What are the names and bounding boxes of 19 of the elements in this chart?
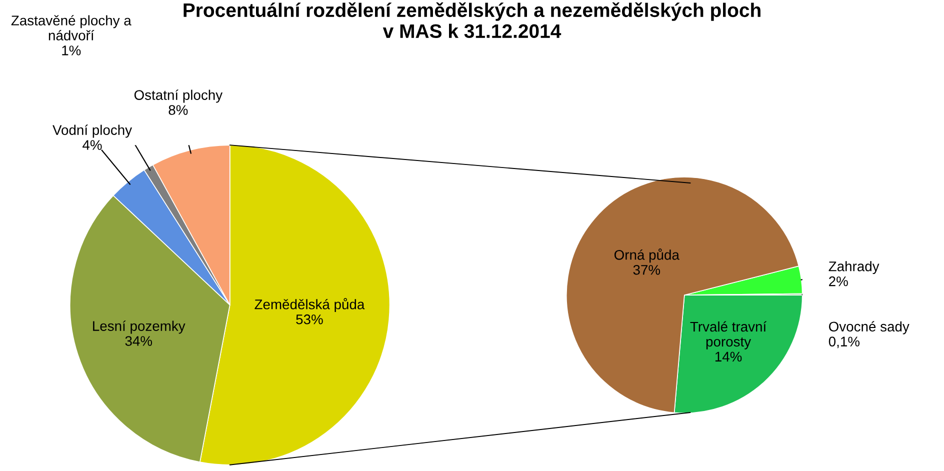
data-label: 2% (829, 276, 848, 286)
slice-label: Ostatní plochy (134, 90, 223, 103)
data-label: 8% (168, 105, 188, 115)
slice-label: Trvalé travní porosty (690, 321, 767, 350)
text: Procentuální rozdělení zemědělských a nezemědělských ploch v MAS k 31.12.2014 (184, 2, 760, 38)
slice-label: Vodní plochy (52, 124, 132, 138)
data-label: 37% (633, 264, 660, 275)
data-label: 4% (82, 140, 102, 150)
slice-label: Orná půda (614, 248, 680, 263)
slice-label: Zemědělská půda (254, 298, 365, 312)
data-label: 1% (62, 46, 81, 56)
slice-label: Ovocné sady (829, 321, 910, 334)
data-label: 0,1% (828, 336, 860, 348)
slice-label: Lesní pozemky (93, 320, 186, 334)
slice-label: Zahrady (828, 261, 880, 274)
slice-label: Zastavěné plochy a nádvoří (11, 15, 132, 40)
data-label: 34% (125, 336, 152, 346)
data-label: 53% (296, 314, 323, 324)
data-label: 14% (715, 352, 742, 362)
